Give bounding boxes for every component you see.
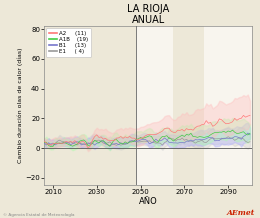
Title: LA RIOJA
ANUAL: LA RIOJA ANUAL [127, 4, 169, 25]
Text: © Agencia Estatal de Meteorología: © Agencia Estatal de Meteorología [3, 213, 74, 217]
Text: AEmet: AEmet [226, 209, 255, 217]
Bar [136, 26, 173, 185]
Legend: A2     (11), A1B    (19), B1     (13), E1     ( 4): A2 (11), A1B (19), B1 (13), E1 ( 4) [46, 28, 91, 57]
Bar [204, 26, 252, 185]
X-axis label: AÑO: AÑO [139, 197, 158, 206]
Y-axis label: Cambio duración olas de calor (días): Cambio duración olas de calor (días) [17, 48, 23, 164]
